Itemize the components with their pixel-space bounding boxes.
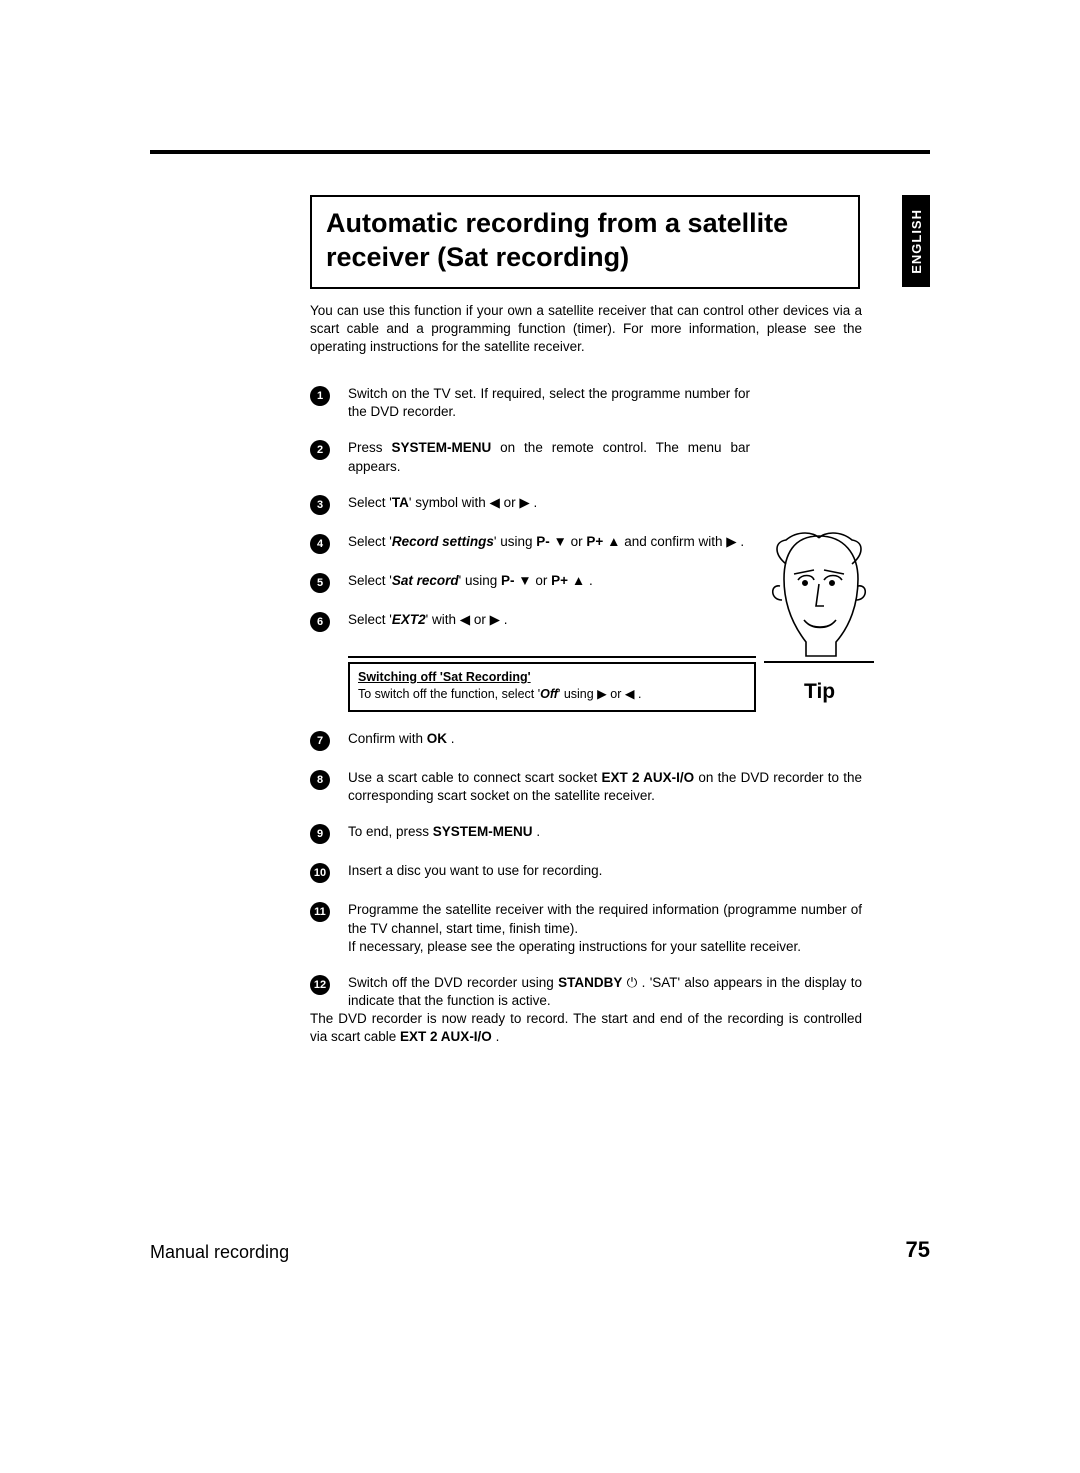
step-number-bullet: 7 — [310, 731, 330, 751]
bold-label: SYSTEM-MENU — [433, 824, 533, 839]
language-tab-text: ENGLISH — [909, 209, 924, 274]
step-number-bullet: 4 — [310, 534, 330, 554]
section-title: Automatic recording from a satellite rec… — [326, 207, 844, 275]
up-icon: ▲ — [572, 573, 589, 588]
step-text: Use a scart cable to connect scart socke… — [348, 769, 862, 805]
bold-label: OK — [427, 731, 447, 746]
up-icon: ▲ — [607, 534, 624, 549]
step-row: 11 Programme the satellite receiver with … — [310, 901, 862, 956]
step-number-bullet: 2 — [310, 440, 330, 460]
step-number-bullet: 3 — [310, 495, 330, 515]
bold-label: STANDBY — [558, 975, 622, 990]
step-text: Select 'Record settings' using P- ▼ or P… — [348, 533, 750, 551]
down-icon: ▼ — [518, 573, 535, 588]
outro-text-b: . — [492, 1029, 500, 1044]
step-text: Select 'Sat record' using P- ▼ or P+ ▲ . — [348, 572, 750, 590]
bold-label: P- — [501, 573, 515, 588]
right-icon: ▶ — [726, 534, 740, 549]
step-row: 12 Switch off the DVD recorder using STAN… — [310, 974, 862, 1010]
footer-page-number: 75 — [906, 1237, 930, 1263]
bold-label: SYSTEM-MENU — [391, 440, 491, 455]
step-row: 3 Select 'TA' symbol with ◀ or ▶ . — [310, 494, 862, 515]
intro-paragraph: You can use this function if your own a … — [310, 302, 862, 357]
step-text: Insert a disc you want to use for record… — [348, 862, 862, 880]
steps-list: 1 Switch on the TV set. If required, sele… — [310, 385, 862, 1028]
step-row: 9 To end, press SYSTEM-MENU . — [310, 823, 862, 844]
tip-off-label: Off — [540, 687, 558, 701]
step-text: Programme the satellite receiver with th… — [348, 901, 862, 956]
left-icon: ◀ — [625, 687, 635, 701]
right-icon: ▶ — [519, 495, 533, 510]
step-text: Switch off the DVD recorder using STANDB… — [348, 974, 862, 1010]
left-icon: ◀ — [460, 612, 474, 627]
tip-rule — [348, 656, 756, 658]
bold-italic-label: EXT2 — [392, 612, 426, 627]
step-number-bullet: 11 — [310, 902, 330, 922]
right-icon: ▶ — [490, 612, 504, 627]
outro-paragraph: The DVD recorder is now ready to record.… — [310, 1010, 862, 1046]
step-row: 1 Switch on the TV set. If required, sele… — [310, 385, 862, 421]
bold-italic-label: Sat record — [392, 573, 459, 588]
step-number-bullet: 1 — [310, 386, 330, 406]
outro-bold: EXT 2 AUX-I/O — [400, 1029, 492, 1044]
step-row: 8 Use a scart cable to connect scart sock… — [310, 769, 862, 805]
step-text: To end, press SYSTEM-MENU . — [348, 823, 862, 841]
step-text: Press SYSTEM-MENU on the remote control.… — [348, 439, 750, 475]
step-row: 7 Confirm with OK . — [310, 730, 862, 751]
language-tab: ENGLISH — [902, 195, 930, 287]
tip-block: Switching off 'Sat Recording'To switch o… — [348, 656, 756, 712]
section-title-box: Automatic recording from a satellite rec… — [310, 195, 860, 289]
tip-heading: Switching off 'Sat Recording' — [358, 669, 746, 687]
bold-italic-label: Record settings — [392, 534, 494, 549]
bold-label: P+ — [586, 534, 603, 549]
top-rule — [150, 150, 930, 154]
bold-label: P+ — [551, 573, 568, 588]
standby-icon: ⏻ — [627, 975, 642, 990]
step-text: Confirm with OK . — [348, 730, 862, 748]
step-number-bullet: 12 — [310, 975, 330, 995]
outro-text-a: The DVD recorder is now ready to record.… — [310, 1011, 862, 1044]
step-number-bullet: 8 — [310, 770, 330, 790]
step-text: Switch on the TV set. If required, selec… — [348, 385, 750, 421]
bold-label: P- — [536, 534, 550, 549]
bold-label: EXT 2 AUX-I/O — [602, 770, 695, 785]
step-row: 10 Insert a disc you want to use for reco… — [310, 862, 862, 883]
step-number-bullet: 10 — [310, 863, 330, 883]
footer-section-name: Manual recording — [150, 1242, 289, 1263]
step-number-bullet: 6 — [310, 612, 330, 632]
right-icon: ▶ — [597, 687, 607, 701]
left-icon: ◀ — [489, 495, 503, 510]
down-icon: ▼ — [554, 534, 571, 549]
tip-label: Tip — [804, 680, 835, 704]
step-text: Select 'EXT2' with ◀ or ▶ . — [348, 611, 750, 629]
step-number-bullet: 9 — [310, 824, 330, 844]
tip-body: To switch off the function, select 'Off'… — [358, 686, 746, 704]
step-text: Select 'TA' symbol with ◀ or ▶ . — [348, 494, 750, 512]
tip-inner: Switching off 'Sat Recording'To switch o… — [348, 662, 756, 712]
step-number-bullet: 5 — [310, 573, 330, 593]
tool-symbol-icon: TA — [392, 495, 409, 510]
tip-face-illustration — [764, 524, 874, 664]
step-row: 2 Press SYSTEM-MENU on the remote control… — [310, 439, 862, 475]
